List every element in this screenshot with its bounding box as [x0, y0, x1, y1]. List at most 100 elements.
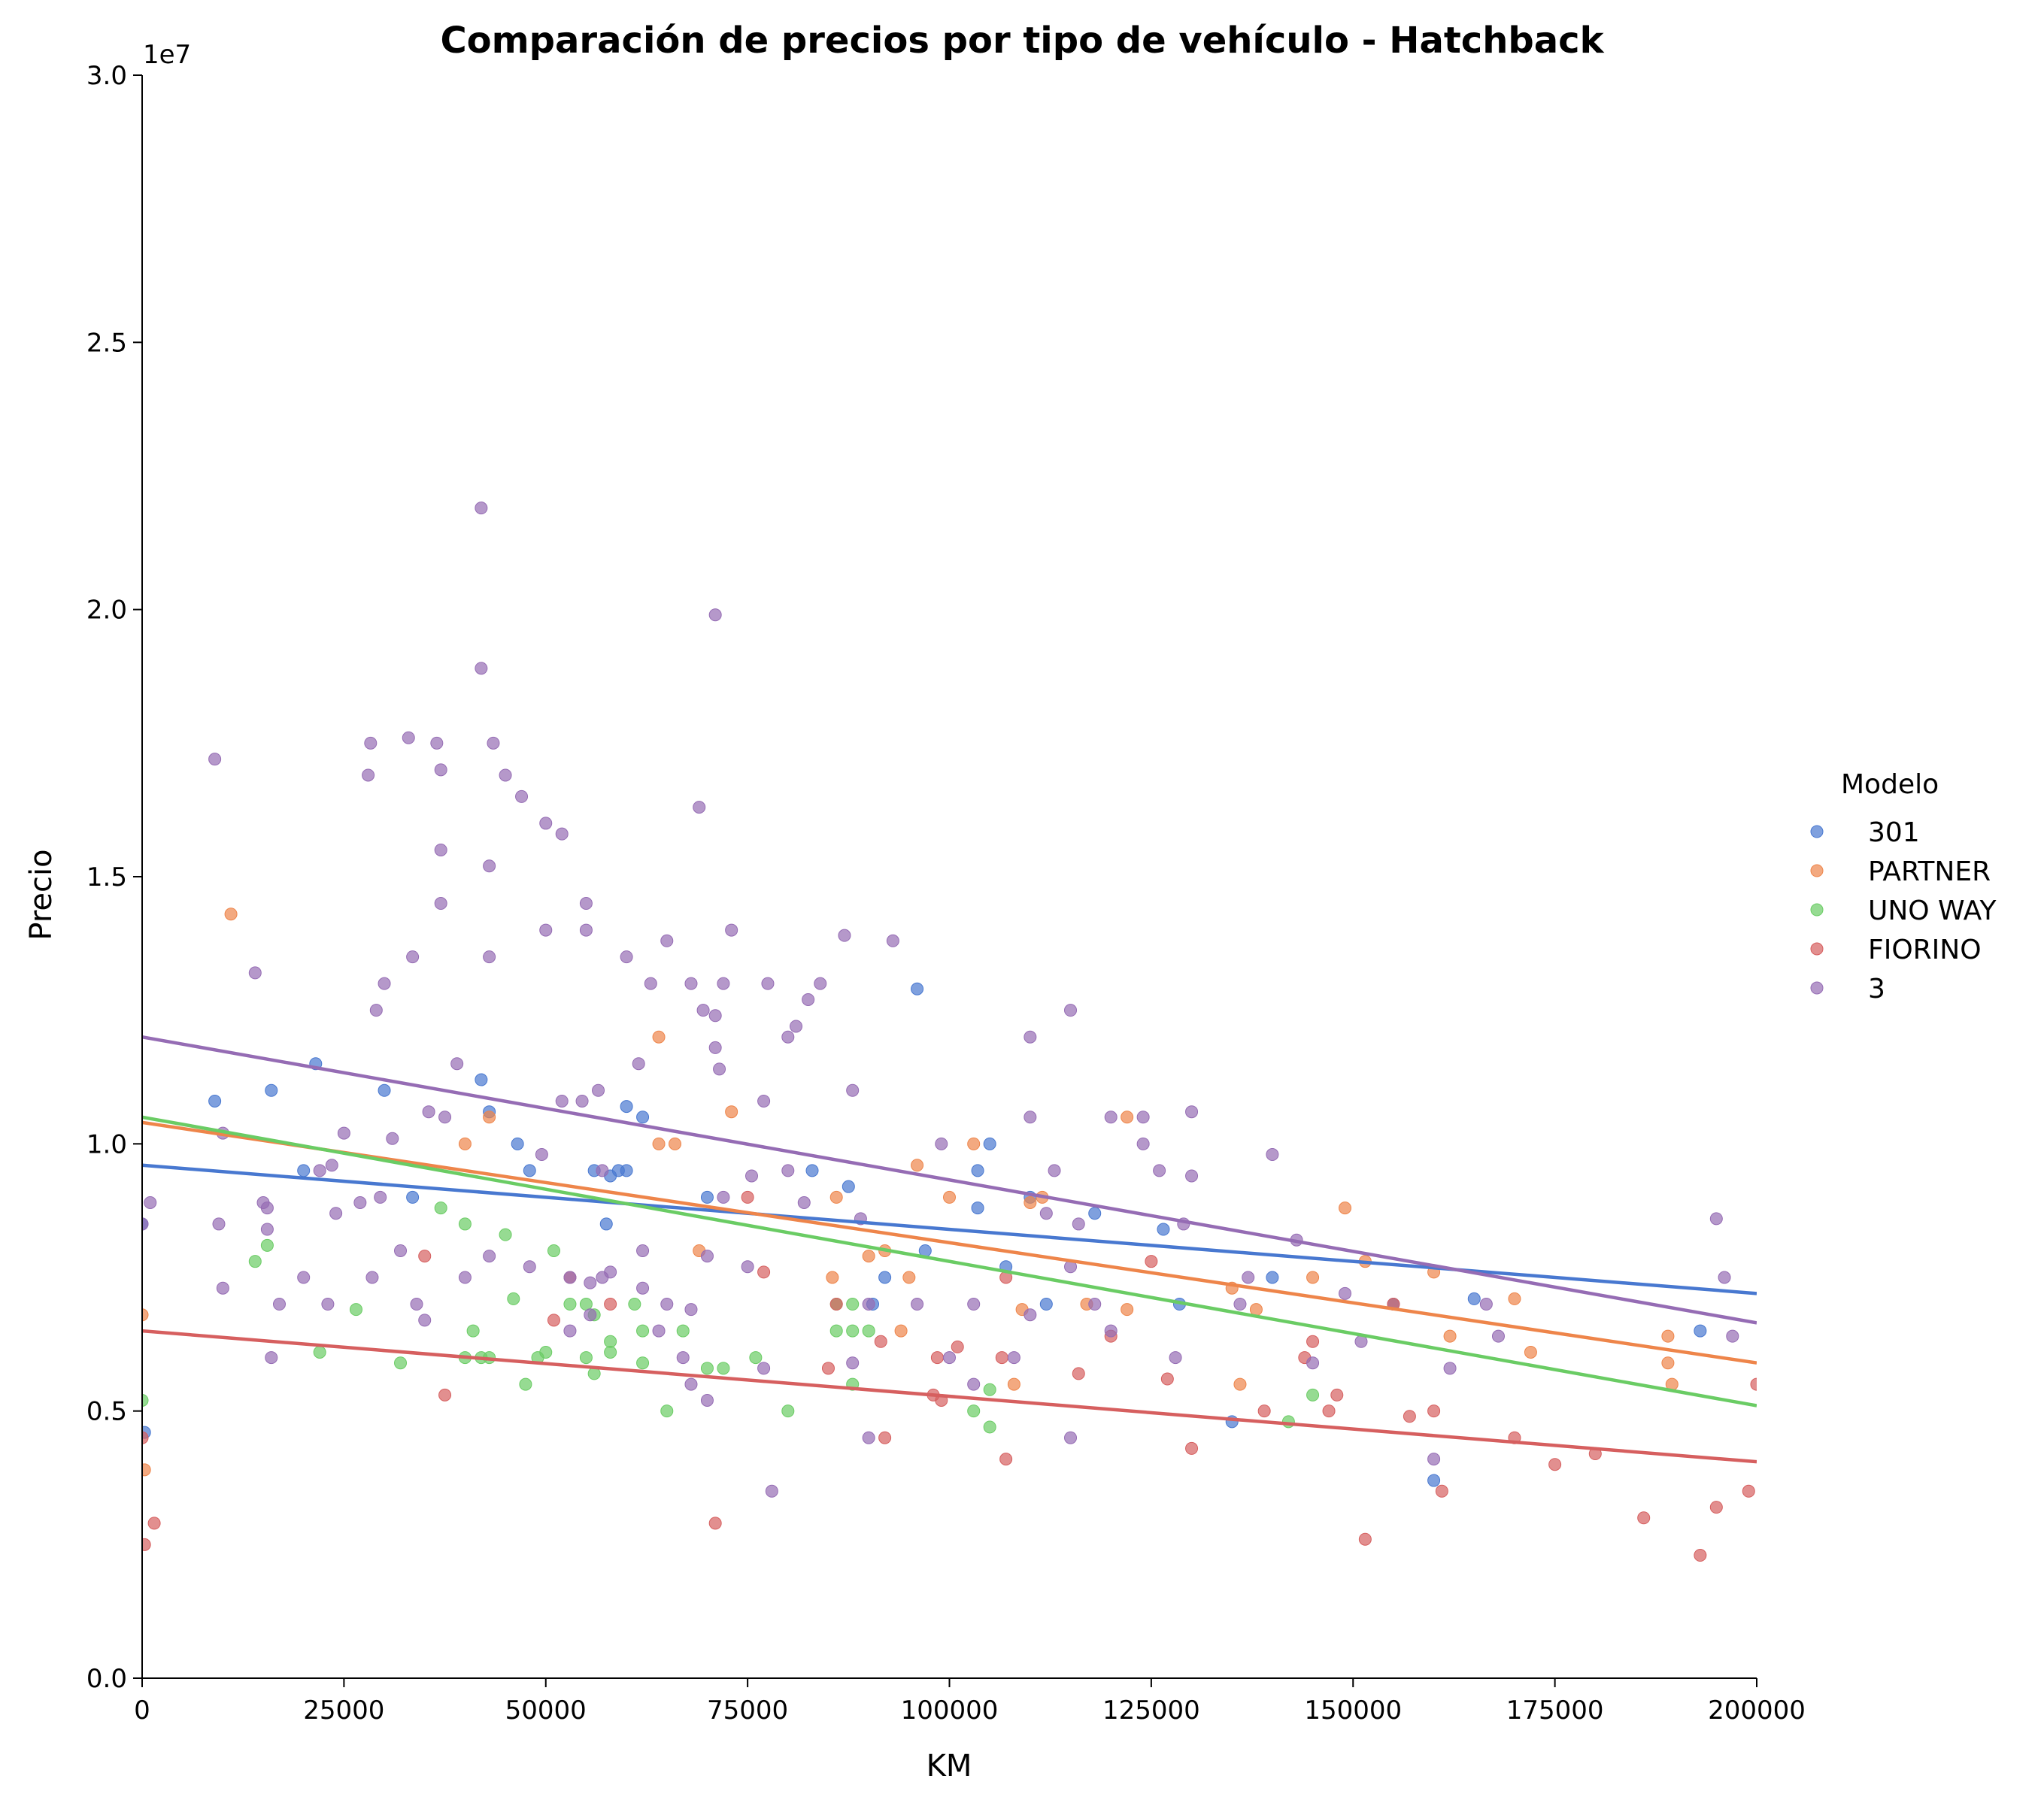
data-point-fiorino: [1403, 1410, 1416, 1423]
series-301: [142, 982, 1707, 1487]
data-point-3: [402, 731, 415, 744]
data-point-3: [696, 1004, 710, 1017]
data-point-3: [458, 1271, 472, 1284]
data-point-3: [555, 827, 569, 841]
data-point-uno-way: [499, 1228, 512, 1241]
data-point-partner: [1249, 1303, 1263, 1317]
data-point-3: [579, 923, 593, 937]
data-point-3: [1709, 1212, 1723, 1226]
data-point-fiorino: [951, 1340, 964, 1353]
data-point-3: [321, 1298, 335, 1311]
data-point-uno-way: [260, 1238, 274, 1252]
data-point-3: [713, 1062, 726, 1076]
data-point-301: [636, 1111, 650, 1124]
data-point-fiorino: [1548, 1458, 1562, 1471]
data-point-fiorino: [147, 1517, 161, 1530]
data-point-uno-way: [781, 1405, 795, 1418]
data-point-3: [475, 502, 488, 515]
data-point-3: [620, 950, 633, 964]
data-point-3: [535, 1148, 548, 1162]
data-point-3: [761, 977, 775, 990]
data-point-3: [1048, 1164, 1061, 1177]
x-tick-label: 50000: [505, 1695, 587, 1726]
data-point-3: [757, 1362, 771, 1375]
data-point-3: [434, 763, 447, 777]
y-axis-label: Precio: [24, 849, 59, 940]
data-point-fiorino: [418, 1250, 432, 1263]
data-point-301: [1467, 1292, 1481, 1305]
data-point-3: [632, 1057, 645, 1071]
legend-label-uno-way: UNO WAY: [1868, 895, 1997, 926]
data-point-uno-way: [636, 1356, 650, 1370]
data-point-partner: [458, 1137, 472, 1150]
data-point-301: [842, 1180, 855, 1193]
data-point-301: [297, 1164, 311, 1177]
data-point-3: [693, 801, 706, 814]
data-point-partner: [967, 1137, 981, 1150]
data-point-3: [814, 977, 827, 990]
data-point-3: [676, 1351, 690, 1365]
data-point-3: [1718, 1271, 1731, 1284]
data-point-3: [539, 923, 553, 937]
data-point-fiorino: [1427, 1405, 1441, 1418]
data-point-uno-way: [1281, 1415, 1295, 1429]
data-point-3: [636, 1244, 650, 1257]
y-tick-label: 2.5: [86, 328, 127, 358]
data-point-3: [886, 934, 899, 947]
data-point-301: [983, 1137, 996, 1150]
data-point-301: [1039, 1298, 1053, 1311]
x-tick-label: 125000: [1102, 1695, 1200, 1726]
data-point-3: [781, 1164, 795, 1177]
data-point-3: [660, 1298, 674, 1311]
legend-label-partner: PARTNER: [1868, 856, 1991, 887]
data-point-uno-way: [579, 1351, 593, 1365]
data-point-3: [523, 1260, 536, 1274]
data-point-uno-way: [676, 1324, 690, 1338]
data-point-301: [878, 1271, 892, 1284]
x-tick-label: 0: [134, 1695, 150, 1726]
data-point-uno-way: [604, 1345, 617, 1359]
data-point-partner: [483, 1111, 496, 1124]
data-point-partner: [142, 1308, 149, 1322]
data-point-uno-way: [563, 1298, 577, 1311]
data-point-3: [430, 736, 444, 750]
data-point-301: [805, 1164, 819, 1177]
data-point-3: [943, 1351, 956, 1365]
data-point-uno-way: [313, 1345, 326, 1359]
data-point-3: [644, 977, 657, 990]
data-point-301: [378, 1083, 391, 1097]
data-point-3: [248, 966, 262, 980]
data-point-fiorino: [1306, 1335, 1320, 1348]
data-point-3: [575, 1094, 589, 1108]
data-point-uno-way: [394, 1356, 408, 1370]
data-point-partner: [1524, 1345, 1537, 1359]
data-point-3: [584, 1276, 597, 1289]
data-point-3: [265, 1351, 278, 1365]
data-point-partner: [652, 1137, 666, 1150]
data-point-3: [660, 934, 674, 947]
data-point-301: [523, 1164, 536, 1177]
data-point-partner: [1007, 1377, 1020, 1391]
data-point-partner: [1233, 1377, 1247, 1391]
data-point-3: [717, 977, 730, 990]
data-point-partner: [1508, 1292, 1521, 1305]
data-point-uno-way: [983, 1420, 996, 1434]
legend: Modelo 301 PARTNER UNO WAY FIORINO 3: [1810, 769, 1997, 1005]
data-point-3: [1443, 1362, 1457, 1375]
data-point-partner: [224, 908, 238, 921]
data-point-3: [212, 1217, 226, 1231]
plot-area: [142, 502, 1757, 1562]
legend-marker-301: [1810, 825, 1824, 838]
data-point-partner: [894, 1324, 908, 1338]
data-point-3: [325, 1159, 338, 1172]
data-point-3: [410, 1298, 423, 1311]
data-point-fiorino: [757, 1265, 771, 1279]
data-point-3: [596, 1164, 609, 1177]
data-point-3: [846, 1356, 860, 1370]
data-point-3: [1007, 1351, 1020, 1365]
data-point-partner: [1306, 1271, 1320, 1284]
data-point-3: [487, 736, 500, 750]
data-point-301: [1157, 1223, 1170, 1236]
data-point-3: [450, 1057, 464, 1071]
data-point-fiorino: [1694, 1549, 1707, 1562]
